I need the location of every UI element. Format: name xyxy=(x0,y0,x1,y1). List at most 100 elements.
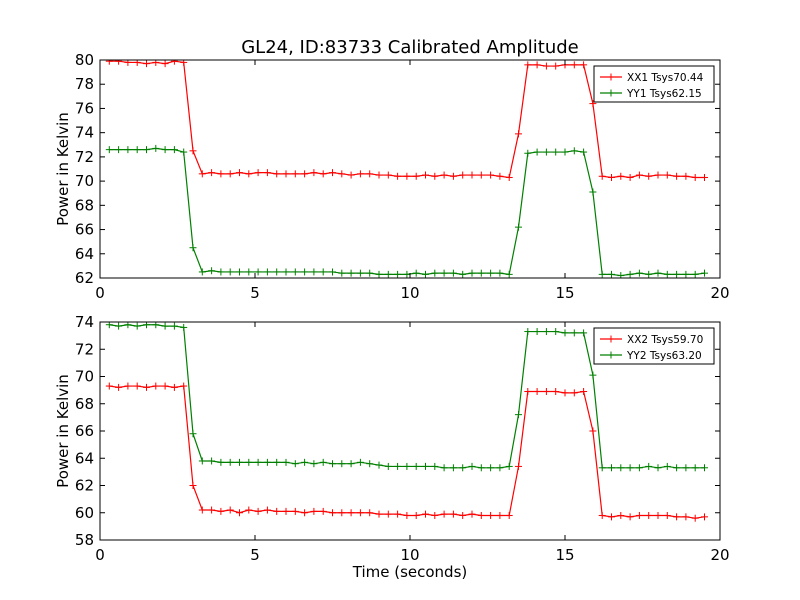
data-point xyxy=(403,511,411,519)
data-point xyxy=(384,171,392,179)
data-point xyxy=(356,458,364,466)
data-point xyxy=(645,172,653,180)
data-point xyxy=(124,382,132,390)
data-point xyxy=(524,61,532,69)
data-point xyxy=(282,458,290,466)
data-point xyxy=(254,169,262,177)
data-point xyxy=(319,458,327,466)
data-point xyxy=(449,464,457,472)
data-point xyxy=(170,60,178,65)
data-point xyxy=(552,148,560,156)
data-point xyxy=(608,464,615,472)
data-point xyxy=(226,458,234,466)
data-point xyxy=(431,511,439,519)
data-point xyxy=(589,427,597,435)
data-point xyxy=(496,269,504,277)
data-point xyxy=(635,269,643,277)
data-point xyxy=(115,146,123,154)
data-point xyxy=(496,511,504,519)
x-tick-label: 15 xyxy=(555,284,574,302)
data-point xyxy=(375,270,383,278)
data-point xyxy=(635,171,643,179)
y-tick-label: 64 xyxy=(75,245,94,263)
data-point xyxy=(245,458,253,466)
y-tick-label: 58 xyxy=(75,531,94,549)
data-point xyxy=(608,513,615,521)
data-point xyxy=(208,506,216,514)
data-point xyxy=(161,382,169,390)
x-tick-label: 20 xyxy=(710,546,729,564)
data-point xyxy=(291,460,299,468)
data-point xyxy=(505,270,513,278)
data-point xyxy=(645,511,653,519)
data-point xyxy=(468,171,476,179)
data-point xyxy=(217,170,225,178)
data-point xyxy=(412,269,420,277)
data-point xyxy=(236,509,243,517)
data-point xyxy=(515,411,522,419)
data-point xyxy=(663,462,671,470)
data-point xyxy=(422,270,429,278)
data-point xyxy=(477,269,485,277)
data-point xyxy=(263,506,271,514)
data-point xyxy=(617,511,625,519)
data-point xyxy=(291,268,299,276)
data-point xyxy=(701,513,708,521)
y-tick-label: 70 xyxy=(75,368,94,386)
data-point xyxy=(533,148,541,156)
data-point xyxy=(310,169,318,177)
data-point xyxy=(189,244,197,252)
data-point xyxy=(561,148,569,156)
y-tick-label: 68 xyxy=(75,196,94,214)
data-point xyxy=(338,269,346,277)
data-point xyxy=(580,61,588,69)
data-point xyxy=(589,188,597,196)
data-point xyxy=(329,509,336,517)
data-point xyxy=(673,513,681,521)
data-point xyxy=(161,60,169,68)
data-point xyxy=(394,172,402,180)
data-point xyxy=(552,387,560,395)
data-point xyxy=(468,269,476,277)
data-point xyxy=(180,323,188,331)
y-tick-label: 74 xyxy=(75,124,94,142)
data-point xyxy=(384,510,392,518)
data-point xyxy=(208,169,216,177)
data-point xyxy=(338,170,346,178)
data-point xyxy=(598,172,606,180)
data-point xyxy=(691,270,699,278)
data-point xyxy=(366,460,374,468)
data-point xyxy=(524,149,532,157)
data-point xyxy=(412,172,420,180)
data-point xyxy=(673,172,681,180)
data-point xyxy=(570,61,578,69)
data-point xyxy=(245,268,253,276)
data-point xyxy=(226,268,234,276)
data-point xyxy=(170,322,178,330)
data-point xyxy=(301,268,309,276)
data-point xyxy=(282,268,290,276)
data-point xyxy=(217,268,225,276)
x-tick-label: 0 xyxy=(95,284,105,302)
data-point xyxy=(310,268,318,276)
y-tick-label: 66 xyxy=(75,422,94,440)
data-point xyxy=(542,328,550,336)
y-tick-label: 72 xyxy=(75,148,94,166)
data-point xyxy=(217,458,225,466)
legend-item-1: XX2 Tsys59.70 xyxy=(600,334,703,346)
data-point xyxy=(505,462,513,470)
data-point xyxy=(682,464,690,472)
data-point xyxy=(301,509,309,517)
y-tick-label: 70 xyxy=(75,172,94,190)
y-tick-label: 80 xyxy=(75,51,94,69)
data-point xyxy=(254,507,262,515)
y-tick-label: 78 xyxy=(75,75,94,93)
data-point xyxy=(682,172,690,180)
legend-box xyxy=(593,327,715,365)
data-point xyxy=(105,382,113,390)
data-point xyxy=(263,458,271,466)
data-point xyxy=(161,322,169,330)
data-point xyxy=(487,511,495,519)
data-point xyxy=(570,389,578,397)
